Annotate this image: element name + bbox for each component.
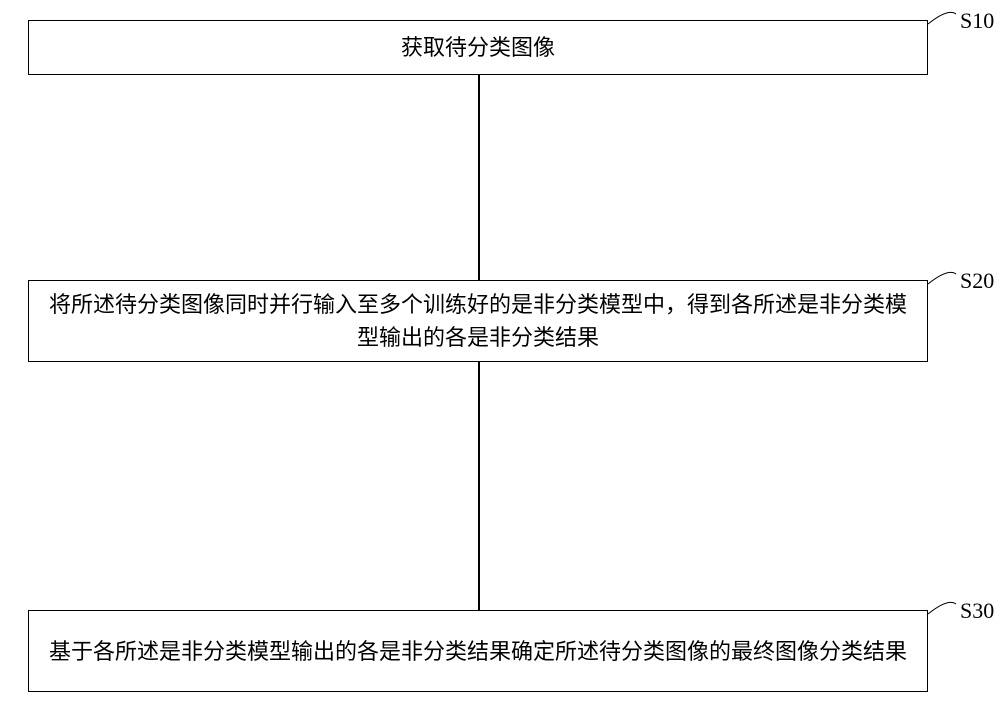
- flow-node-s10-text: 获取待分类图像: [401, 31, 555, 64]
- callout-curve-s20: [924, 262, 960, 296]
- flow-node-s30: 基于各所述是非分类模型输出的各是非分类结果确定所述待分类图像的最终图像分类结果: [28, 610, 928, 692]
- callout-curve-s30: [924, 592, 960, 626]
- flow-node-s10: 获取待分类图像: [28, 20, 928, 75]
- flowchart-canvas: 获取待分类图像 S10 将所述待分类图像同时并行输入至多个训练好的是非分类模型中…: [0, 0, 1000, 721]
- flow-edge-s20-s30: [478, 362, 480, 610]
- step-label-s30: S30: [960, 598, 994, 624]
- step-label-s10: S10: [960, 8, 994, 34]
- step-label-s20: S20: [960, 268, 994, 294]
- flow-node-s30-text: 基于各所述是非分类模型输出的各是非分类结果确定所述待分类图像的最终图像分类结果: [49, 635, 907, 668]
- flow-node-s20-text: 将所述待分类图像同时并行输入至多个训练好的是非分类模型中，得到各所述是非分类模型…: [41, 288, 915, 354]
- callout-curve-s10: [924, 2, 960, 36]
- flow-node-s20: 将所述待分类图像同时并行输入至多个训练好的是非分类模型中，得到各所述是非分类模型…: [28, 280, 928, 362]
- flow-edge-s10-s20: [478, 75, 480, 280]
